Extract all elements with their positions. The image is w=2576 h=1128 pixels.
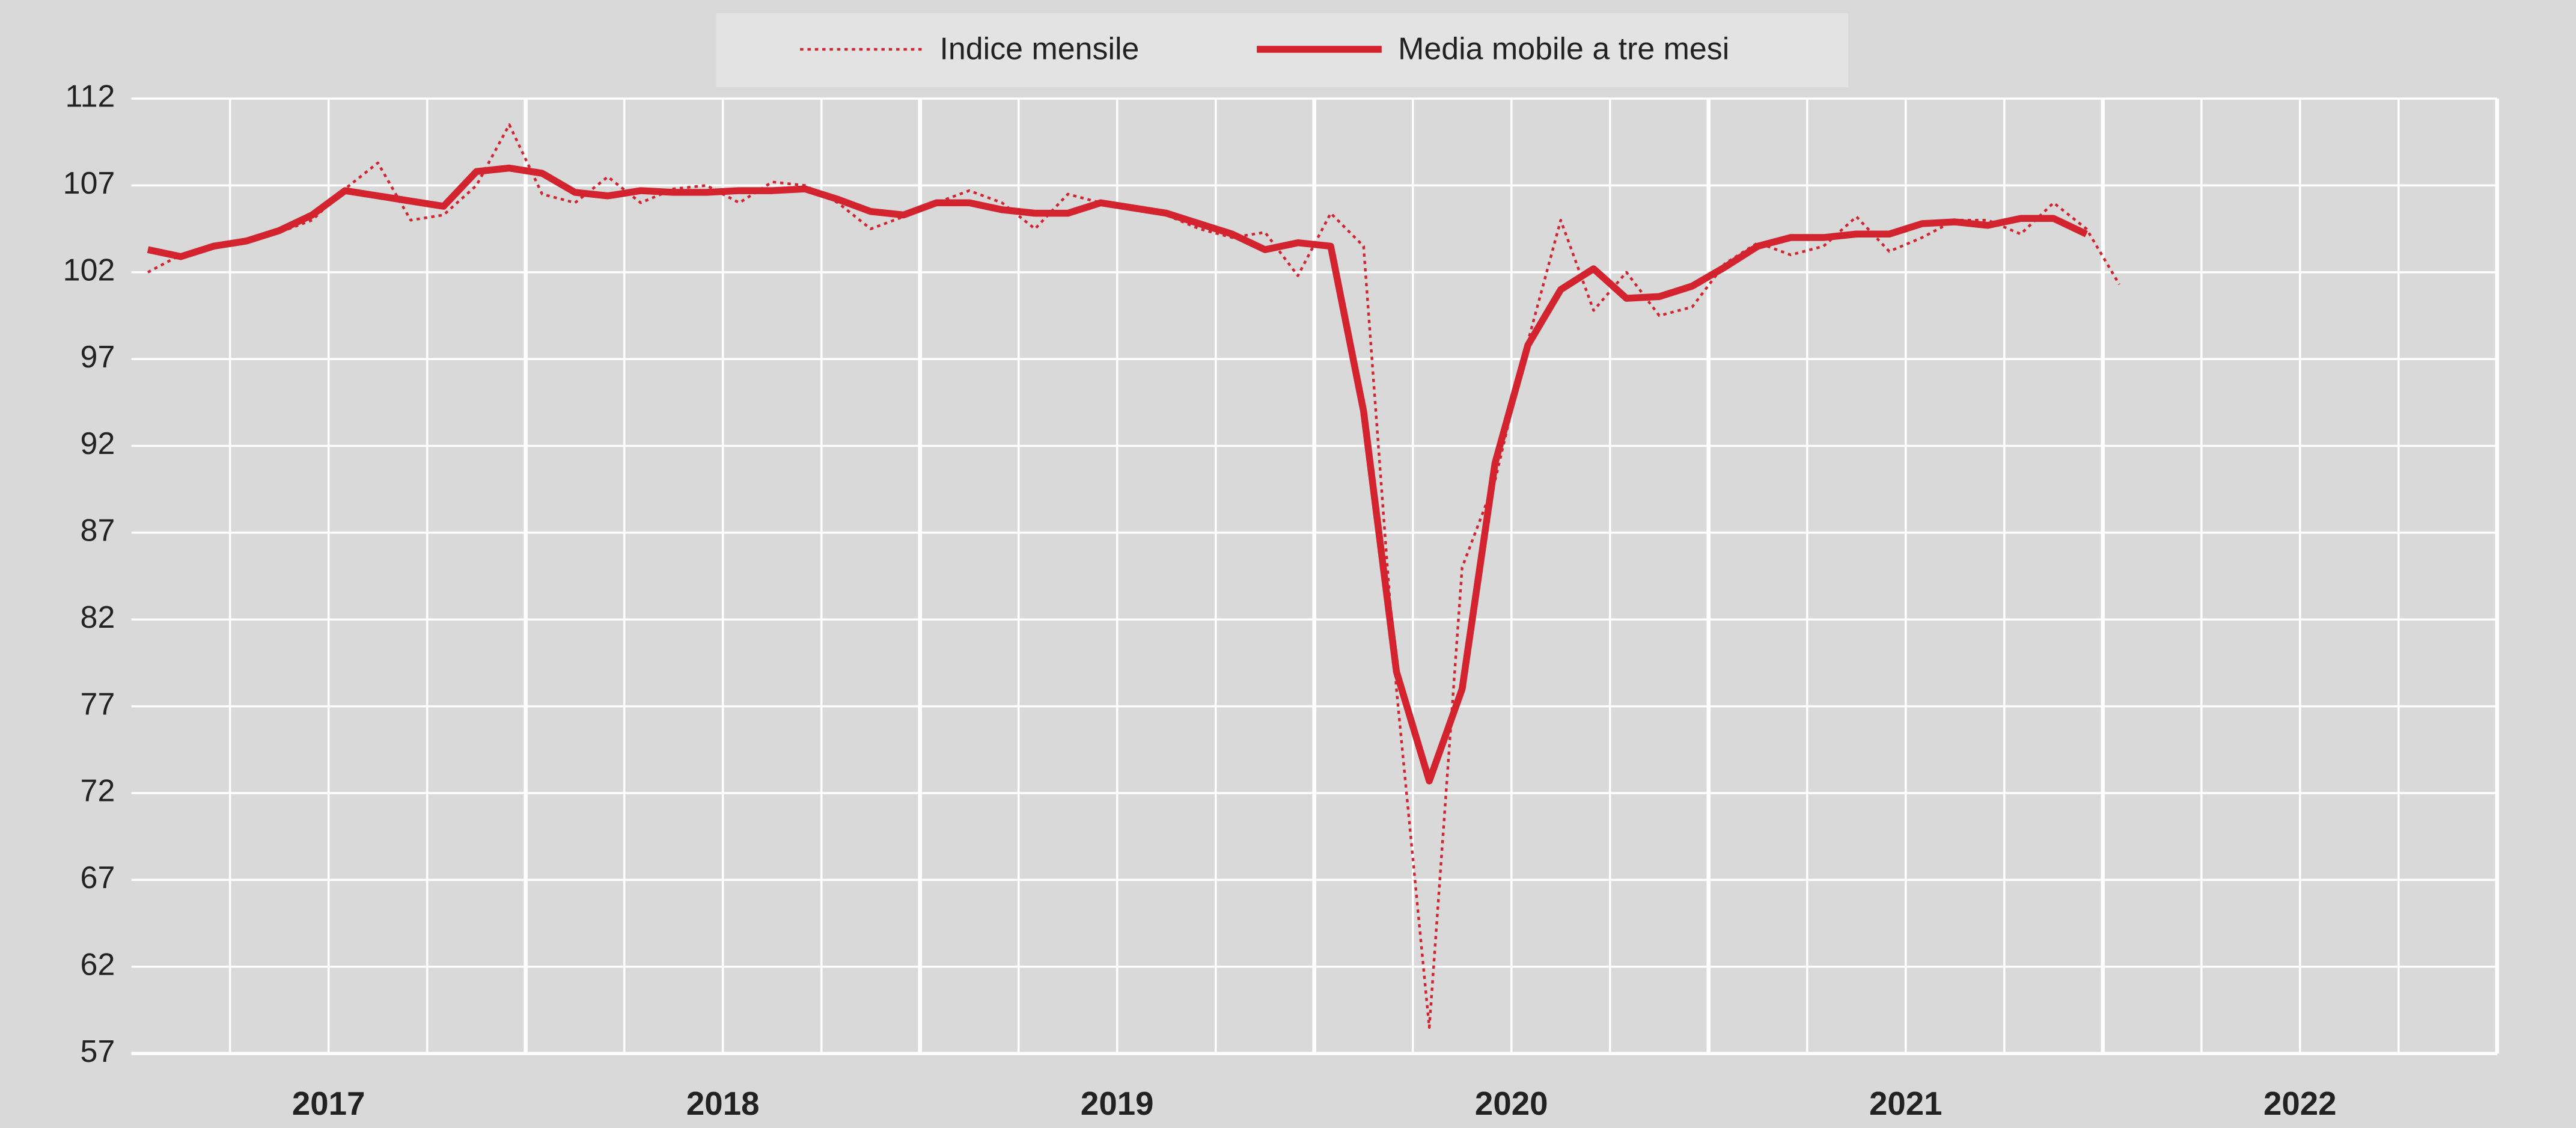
legend: Indice mensile Media mobile a tre mesi xyxy=(716,13,1849,87)
y-tick-label: 67 xyxy=(81,860,115,895)
y-tick-label: 97 xyxy=(81,340,115,375)
plot xyxy=(147,123,2120,1029)
x-group-label: 2017 xyxy=(292,1085,365,1122)
x-group-label: 2020 xyxy=(1475,1085,1548,1122)
y-tick-label: 107 xyxy=(63,166,115,201)
grid: 57 62 67 72 77 82 87 92 97 102 107 112 2017 2018 2019 2… xyxy=(63,79,2500,1122)
x-group-label: 2022 xyxy=(2263,1085,2337,1122)
x-group-label: 2021 xyxy=(1869,1085,1943,1122)
legend-label: Indice mensile xyxy=(940,31,1140,66)
y-tick-label: 92 xyxy=(81,426,115,461)
y-tick-label: 112 xyxy=(66,79,115,114)
y-tick-label: 87 xyxy=(81,513,115,548)
x-group-label: 2018 xyxy=(686,1085,760,1122)
y-tick-label: 62 xyxy=(81,947,115,982)
legend-label: Media mobile a tre mesi xyxy=(1398,31,1729,66)
x-group-label: 2019 xyxy=(1081,1085,1154,1122)
y-tick-label: 82 xyxy=(81,600,115,635)
y-tick-label: 57 xyxy=(81,1034,115,1069)
y-tick-label: 77 xyxy=(81,687,115,722)
series-line xyxy=(147,164,2088,785)
y-tick-label: 72 xyxy=(81,774,115,809)
y-tick-label: 102 xyxy=(63,253,115,287)
